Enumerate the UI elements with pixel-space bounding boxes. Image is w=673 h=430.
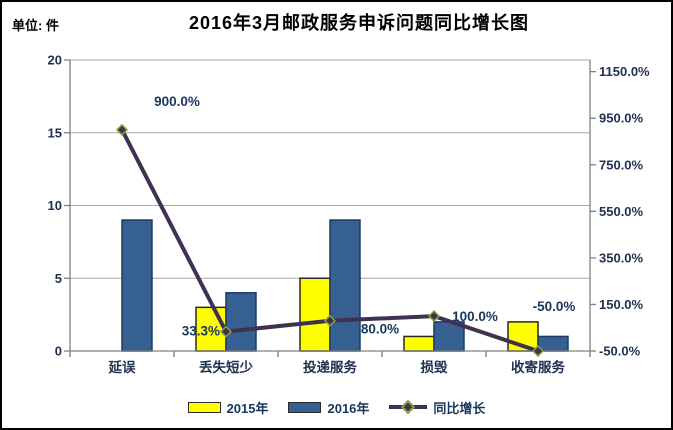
legend-line-sample xyxy=(389,399,428,415)
left-axis-tick-label: 5 xyxy=(55,271,62,286)
right-axis-tick-label: 750.0% xyxy=(599,157,644,172)
legend-label-2016: 2016年 xyxy=(327,400,370,416)
legend-diamond-marker-icon xyxy=(401,399,416,415)
growth-data-label: 900.0% xyxy=(154,94,200,109)
category-label: 损毁 xyxy=(421,359,448,375)
bar-2015年-丢失短少 xyxy=(195,306,227,352)
category-label: 收寄服务 xyxy=(511,359,565,375)
right-axis-tick-label: 350.0% xyxy=(599,250,644,265)
left-axis-tick-label: 10 xyxy=(48,198,62,213)
growth-point-损毁 xyxy=(427,310,441,323)
legend-item-2016: 2016年 xyxy=(288,398,369,417)
legend-swatch-2015 xyxy=(187,401,221,413)
category-label: 投递服务 xyxy=(303,359,357,375)
right-axis-tick-label: 550.0% xyxy=(599,204,644,219)
growth-point-丢失短少 xyxy=(219,325,233,338)
right-axis-tick-label: 950.0% xyxy=(599,111,644,126)
bar-2015年-损毁 xyxy=(403,335,435,352)
bar-2015年-投递服务 xyxy=(299,277,331,352)
chart-title: 2016年3月邮政服务申诉问题同比增长图 xyxy=(188,13,530,33)
unit-label: 单位: 件 xyxy=(12,18,59,33)
growth-point-延误 xyxy=(115,123,129,136)
left-axis-tick-label: 0 xyxy=(55,344,62,359)
right-axis-tick-label: 1150.0% xyxy=(599,64,650,79)
left-axis-tick-label: 20 xyxy=(48,53,62,68)
left-axis-tick-label: 15 xyxy=(48,125,62,140)
bar-2016年-丢失短少 xyxy=(225,292,257,352)
legend-label-growth: 同比增长 xyxy=(433,400,486,416)
growth-data-label: -50.0% xyxy=(533,299,576,314)
category-label: 丢失短少 xyxy=(199,359,253,375)
chart-legend: 2015年 2016年 同比增长 xyxy=(2,395,671,419)
bar-2016年-延误 xyxy=(121,219,153,352)
bar-2016年-收寄服务 xyxy=(537,335,569,352)
legend-item-growth: 同比增长 xyxy=(389,398,485,417)
right-axis-tick-label: 150.0% xyxy=(599,297,644,312)
legend-swatch-2016 xyxy=(288,401,322,413)
category-label: 延误 xyxy=(108,359,136,375)
growth-data-label: 100.0% xyxy=(452,309,498,324)
legend-item-2015: 2015年 xyxy=(187,398,269,417)
legend-label-2015: 2015年 xyxy=(226,400,269,416)
plot-area: 0 5 10 15 20 -50.0% 150.0% 350.0% 550.0% 750.0% 95… xyxy=(48,53,651,376)
growth-data-label: 33.3% xyxy=(182,324,220,339)
growth-point-投递服务 xyxy=(323,314,337,327)
bar-2016年-投递服务 xyxy=(329,219,361,352)
growth-point-收寄服务 xyxy=(531,344,545,358)
growth-data-label: 80.0% xyxy=(361,322,399,337)
right-axis-tick-label: -50.0% xyxy=(599,344,641,359)
